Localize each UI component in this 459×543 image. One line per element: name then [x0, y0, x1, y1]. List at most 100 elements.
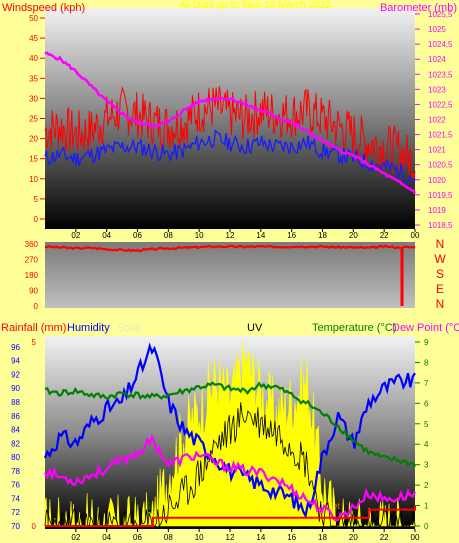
baro-y-tick-label: 1023 [428, 85, 446, 94]
climate-x-tick-label: 00 [411, 533, 420, 542]
wind-y-tick-label: 30 [29, 94, 38, 103]
baro-y-tick-label: 1025 [428, 25, 446, 34]
rain-y-tick-label: 5 [32, 338, 37, 347]
rain-y-tick-label: 0 [32, 522, 37, 531]
climate-x-tick-label: 08 [164, 533, 173, 542]
solar-label: Solar [117, 322, 143, 334]
compass-label: N [436, 297, 445, 311]
temperature-y-tick-label: 7 [424, 379, 429, 388]
baro-y-tick-label: 1020 [428, 176, 446, 185]
average-speed-series-line [44, 129, 416, 184]
baro-y-tick-label: 1019 [428, 206, 446, 215]
dewpoint-series-line [44, 433, 416, 522]
rainfall-series-line [45, 505, 416, 527]
baro-y-tick-label: 1021 [428, 146, 446, 155]
baro-y-tick-label: 1020,5 [428, 161, 453, 170]
wind-y-tick-label: 35 [29, 74, 38, 83]
baro-axis-title: Barometer (mb) [380, 2, 457, 14]
humidity-y-tick-label: 96 [11, 343, 20, 352]
baro-y-tick-label: 1024 [428, 55, 446, 64]
uv-label: UV [247, 322, 263, 334]
compass-label: W [434, 252, 446, 266]
humidity-y-tick-label: 86 [11, 412, 20, 421]
wind-y-tick-label: 10 [29, 175, 38, 184]
wind-x-tick-label: 20 [349, 231, 358, 240]
temperature-y-tick-label: 6 [424, 399, 429, 408]
humidity-y-tick-label: 72 [11, 508, 20, 517]
compass-label: S [436, 267, 444, 281]
temperature-y-tick-label: 3 [424, 461, 429, 470]
wind-x-tick-label: 04 [102, 231, 111, 240]
humidity-y-tick-label: 88 [11, 398, 20, 407]
direction-series-line [44, 244, 416, 253]
temperature-y-tick-label: 5 [424, 420, 429, 429]
humidity-y-tick-label: 92 [11, 370, 20, 379]
wind-y-tick-label: 45 [29, 34, 38, 43]
direction-y-tick-label: 180 [25, 271, 39, 280]
wind-y-tick-label: 25 [29, 115, 38, 124]
wind-x-tick-label: 10 [195, 231, 204, 240]
direction-y-tick-label: 270 [25, 256, 39, 265]
humidity-y-tick-label: 78 [11, 467, 20, 476]
wind-y-tick-label: 0 [34, 215, 39, 224]
temperature-y-tick-label: 0 [424, 522, 429, 531]
wind-plot-area [45, 8, 415, 229]
climate-x-tick-label: 14 [256, 533, 265, 542]
baro-y-tick-label: 1022 [428, 116, 446, 125]
uv-series-line [44, 402, 416, 528]
wind-x-tick-label: 12 [226, 231, 235, 240]
wind-x-tick-label: 22 [380, 231, 389, 240]
temperature-y-tick-label: 8 [424, 358, 429, 367]
temperature-y-tick-label: 2 [424, 481, 429, 490]
compass-label: N [436, 237, 445, 251]
wind-axis-title: Windspeed (kph) [2, 2, 85, 14]
wind-y-tick-label: 40 [29, 54, 38, 63]
baro-y-tick-label: 1022,5 [428, 100, 453, 109]
climate-x-tick-label: 10 [195, 533, 204, 542]
wind-y-tick-label: 20 [29, 135, 38, 144]
baro-y-tick-label: 1021,5 [428, 131, 453, 140]
climate-x-tick-label: 06 [133, 533, 142, 542]
climate-x-tick-label: 04 [102, 533, 111, 542]
wind-x-tick-label: 00 [411, 231, 420, 240]
humidity-y-tick-label: 82 [11, 439, 20, 448]
baro-y-tick-label: 1025,5 [428, 10, 453, 19]
direction-plot-area [45, 242, 415, 308]
humidity-y-tick-label: 84 [11, 426, 20, 435]
wind-x-tick-label: 18 [318, 231, 327, 240]
wind-x-tick-label: 14 [256, 231, 265, 240]
humidity-y-tick-label: 74 [11, 494, 20, 503]
baro-y-tick-label: 1018,5 [428, 221, 453, 230]
direction-y-tick-label: 0 [34, 302, 39, 311]
temperature-series-line [44, 381, 416, 468]
temperature-y-tick-label: 4 [424, 440, 429, 449]
wind-x-tick-label: 16 [287, 231, 296, 240]
temperature-y-tick-label: 1 [424, 502, 429, 511]
humidity-y-tick-label: 94 [11, 357, 20, 366]
wind-y-tick-label: 15 [29, 155, 38, 164]
humidity-y-tick-label: 70 [11, 522, 20, 531]
chart-title: All Data up to 9am 10 March 2023 [179, 0, 331, 11]
baro-y-tick-label: 1019,5 [428, 191, 453, 200]
direction-y-tick-label: 360 [25, 240, 39, 249]
humidity-y-tick-label: 76 [11, 481, 20, 490]
dewpoint-label: Dew Point (°C) [392, 322, 459, 334]
wind-x-tick-label: 02 [71, 231, 80, 240]
baro-y-tick-label: 1024,5 [428, 40, 453, 49]
humidity-y-tick-label: 80 [11, 453, 20, 462]
wind-x-tick-label: 06 [133, 231, 142, 240]
wind-x-tick-label: 08 [164, 231, 173, 240]
climate-x-tick-label: 12 [226, 533, 235, 542]
baro-y-tick-label: 1023,5 [428, 70, 453, 79]
rainfall-label: Rainfall (mm) [1, 322, 66, 334]
temperature-label: Temperature (°C) [312, 322, 396, 334]
climate-x-tick-label: 18 [318, 533, 327, 542]
climate-x-tick-label: 22 [380, 533, 389, 542]
climate-x-tick-label: 16 [287, 533, 296, 542]
compass-label: E [436, 282, 444, 296]
wind-y-tick-label: 50 [29, 14, 38, 23]
direction-y-tick-label: 90 [29, 287, 38, 296]
humidity-y-tick-label: 90 [11, 384, 20, 393]
climate-x-tick-label: 20 [349, 533, 358, 542]
